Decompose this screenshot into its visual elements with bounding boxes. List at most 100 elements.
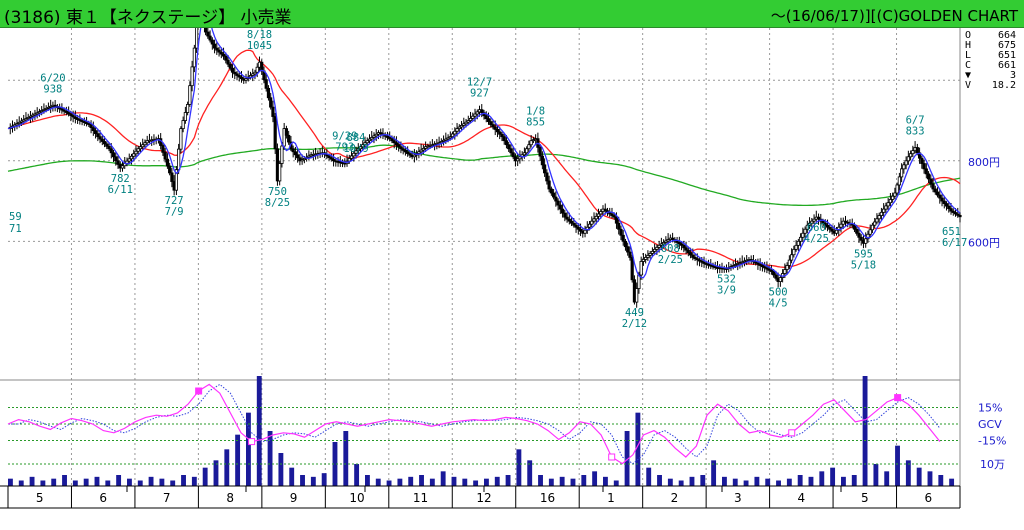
candle-body <box>765 267 769 270</box>
volume-bar <box>224 449 230 486</box>
volume-bar <box>678 480 684 486</box>
candle-body <box>498 131 502 135</box>
volume-bar <box>386 480 392 486</box>
month-label: 5 <box>36 491 44 505</box>
candle-body <box>554 196 558 202</box>
candle-body <box>900 168 904 178</box>
candle-body <box>529 140 533 146</box>
gcv-marker <box>894 394 902 402</box>
chart-header: (3186) 東１【ネクステージ】 小売業 ～(16/06/17)][(C)GO… <box>0 0 1024 28</box>
candle-body <box>145 140 149 144</box>
candle-body <box>682 244 686 249</box>
candle-body <box>235 73 239 76</box>
candle-body <box>596 213 601 217</box>
candle-body <box>590 220 594 225</box>
candle-body <box>392 140 396 144</box>
candle-body <box>399 146 403 150</box>
price-annotation-text: 9/29 <box>332 131 357 143</box>
candle-body <box>64 110 68 113</box>
volume-bar <box>873 464 879 486</box>
candle-body <box>93 130 98 135</box>
candle-body <box>464 121 468 125</box>
candle-body <box>924 168 928 175</box>
volume-bars: 10万 <box>8 376 1005 486</box>
ohlc-value: 651 <box>998 50 1016 61</box>
candle-body <box>807 222 812 226</box>
ohlc-label: V <box>965 80 971 91</box>
price-annotation-text: 927 <box>470 88 489 100</box>
volume-bar <box>8 478 13 486</box>
stock-chart: 10万 15%GCV-15% 6/209387826/117277/97/221… <box>0 28 1024 530</box>
candle-body <box>653 248 657 252</box>
price-annotation-text: 1/8 <box>526 106 545 118</box>
ohlc-label: H <box>965 40 971 51</box>
candle-body <box>42 109 46 111</box>
volume-bar <box>570 478 576 486</box>
volume-bar <box>862 376 868 486</box>
chart-background <box>0 28 1024 530</box>
candle-body <box>19 120 24 123</box>
month-label: 16 <box>540 491 555 505</box>
candle-body <box>884 205 888 210</box>
candle-body <box>675 240 679 243</box>
candle-body <box>657 244 661 248</box>
candle-body <box>516 158 520 162</box>
candle-body <box>783 269 787 274</box>
gcv-signal-line <box>8 383 941 465</box>
volume-bar <box>181 475 186 486</box>
candle-body <box>44 108 48 110</box>
gcv-axis-tick: 15% <box>978 402 1002 415</box>
candle-body <box>473 113 477 117</box>
candle-body <box>772 271 776 276</box>
candle-body <box>136 148 140 152</box>
candle-body <box>830 228 834 232</box>
candle-body <box>226 59 230 65</box>
candle-body <box>195 28 199 49</box>
volume-bar <box>538 475 543 486</box>
volume-bar <box>29 476 35 486</box>
candle-body <box>572 222 576 226</box>
candle-body <box>188 85 192 105</box>
candle-body <box>870 224 875 231</box>
price-annotation-text: 1045 <box>247 40 272 52</box>
candle-body <box>935 191 940 196</box>
price-annotation-text: 12/7 <box>467 77 492 89</box>
candle-body <box>855 228 859 234</box>
price-annotation-text: 3/9 <box>717 285 736 297</box>
volume-bar <box>256 376 262 486</box>
candle-body <box>40 110 44 113</box>
candle-body <box>886 202 890 207</box>
ohlc-value: 661 <box>998 60 1016 71</box>
candle-body <box>287 134 291 143</box>
price-annotation-text: 2/12 <box>622 318 647 330</box>
candle-body <box>612 215 616 218</box>
candle-body <box>271 106 275 117</box>
candle-body <box>374 133 378 137</box>
candle-body <box>785 265 789 270</box>
gcv-marker <box>248 438 256 446</box>
volume-bar <box>191 476 197 486</box>
candle-body <box>920 157 924 164</box>
candle-body <box>300 159 304 162</box>
price-annotation-text: 782 <box>111 173 130 185</box>
price-annotation-text: 6/20 <box>40 72 65 84</box>
ohlc-label: C <box>965 60 971 71</box>
volume-bar <box>18 480 24 486</box>
candle-body <box>450 133 455 138</box>
candle-body <box>868 229 872 235</box>
candle-body <box>186 104 190 113</box>
candle-body <box>686 249 690 253</box>
candle-body <box>679 243 684 246</box>
candle-body <box>91 127 95 132</box>
volume-bar <box>494 476 500 486</box>
candle-body <box>543 164 547 174</box>
volume-bar <box>321 473 327 486</box>
candle-body <box>733 264 738 266</box>
candle-body <box>531 139 535 142</box>
candle-body <box>644 257 648 260</box>
candle-body <box>82 121 86 123</box>
candle-body <box>767 268 771 271</box>
grid-lines <box>0 28 961 530</box>
price-annotation-text: 833 <box>906 126 925 138</box>
gcv-axis-tick: GCV <box>978 418 1002 431</box>
